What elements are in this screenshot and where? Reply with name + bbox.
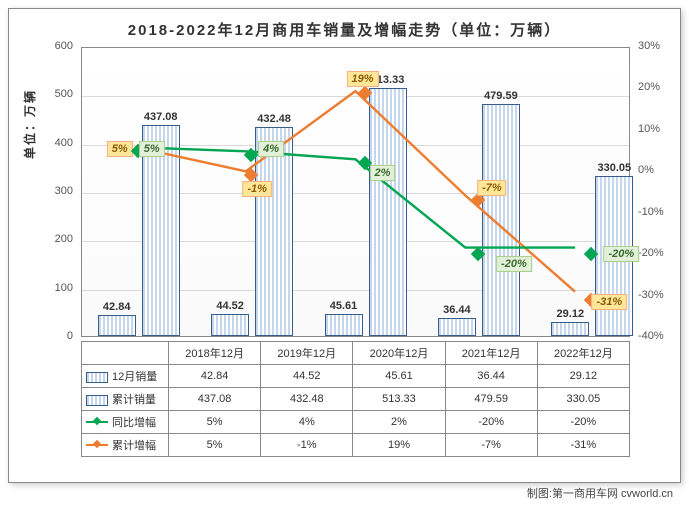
table-cell: -20% bbox=[537, 411, 629, 434]
table-cell: 42.84 bbox=[169, 365, 261, 388]
legend-cum: 累计销量 bbox=[82, 388, 169, 411]
legend-dec: 12月销量 bbox=[82, 365, 169, 388]
line-label-cumyoy: 19% bbox=[346, 71, 378, 87]
line-label-yoy: -20% bbox=[496, 256, 532, 272]
table-cell: -31% bbox=[537, 434, 629, 457]
legend-cumyoy: 累计增幅 bbox=[82, 434, 169, 457]
table-cell: 437.08 bbox=[169, 388, 261, 411]
table-cell: 330.05 bbox=[537, 388, 629, 411]
line-label-cumyoy: -1% bbox=[242, 181, 272, 197]
table-cell: 513.33 bbox=[353, 388, 445, 411]
credit-text: 制图:第一商用车网 cvworld.cn bbox=[527, 485, 673, 501]
table-cell: 44.52 bbox=[261, 365, 353, 388]
x-category: 2018年12月 bbox=[169, 342, 261, 365]
line-label-yoy: 5% bbox=[139, 141, 165, 157]
line-label-cumyoy: -31% bbox=[591, 294, 627, 310]
x-category: 2019年12月 bbox=[261, 342, 353, 365]
table-cell: 4% bbox=[261, 411, 353, 434]
line-label-yoy: 4% bbox=[258, 141, 284, 157]
data-table: 2018年12月2019年12月2020年12月2021年12月2022年12月… bbox=[81, 341, 630, 457]
table-cell: 29.12 bbox=[537, 365, 629, 388]
y1-ticks: 0100200300400500600 bbox=[9, 47, 79, 337]
table-cell: -7% bbox=[445, 434, 537, 457]
table-cell: 2% bbox=[353, 411, 445, 434]
line-label-yoy: 2% bbox=[370, 165, 396, 181]
table-cell: 19% bbox=[353, 434, 445, 457]
table-cell: 432.48 bbox=[261, 388, 353, 411]
table-cell: 479.59 bbox=[445, 388, 537, 411]
x-category: 2021年12月 bbox=[445, 342, 537, 365]
x-category: 2020年12月 bbox=[353, 342, 445, 365]
x-category: 2022年12月 bbox=[537, 342, 629, 365]
table-cell: 5% bbox=[169, 411, 261, 434]
table-cell: 36.44 bbox=[445, 365, 537, 388]
table-cell: -20% bbox=[445, 411, 537, 434]
line-label-cumyoy: -7% bbox=[477, 180, 507, 196]
line-label-cumyoy: 5% bbox=[107, 141, 133, 157]
table-cell: 5% bbox=[169, 434, 261, 457]
table-cell: 45.61 bbox=[353, 365, 445, 388]
line-label-yoy: -20% bbox=[603, 246, 639, 262]
chart-title: 2018-2022年12月商用车销量及增幅走势（单位：万辆） bbox=[9, 19, 680, 40]
table-cell: -1% bbox=[261, 434, 353, 457]
line-layer bbox=[81, 47, 630, 328]
legend-yoy: 同比增幅 bbox=[82, 411, 169, 434]
